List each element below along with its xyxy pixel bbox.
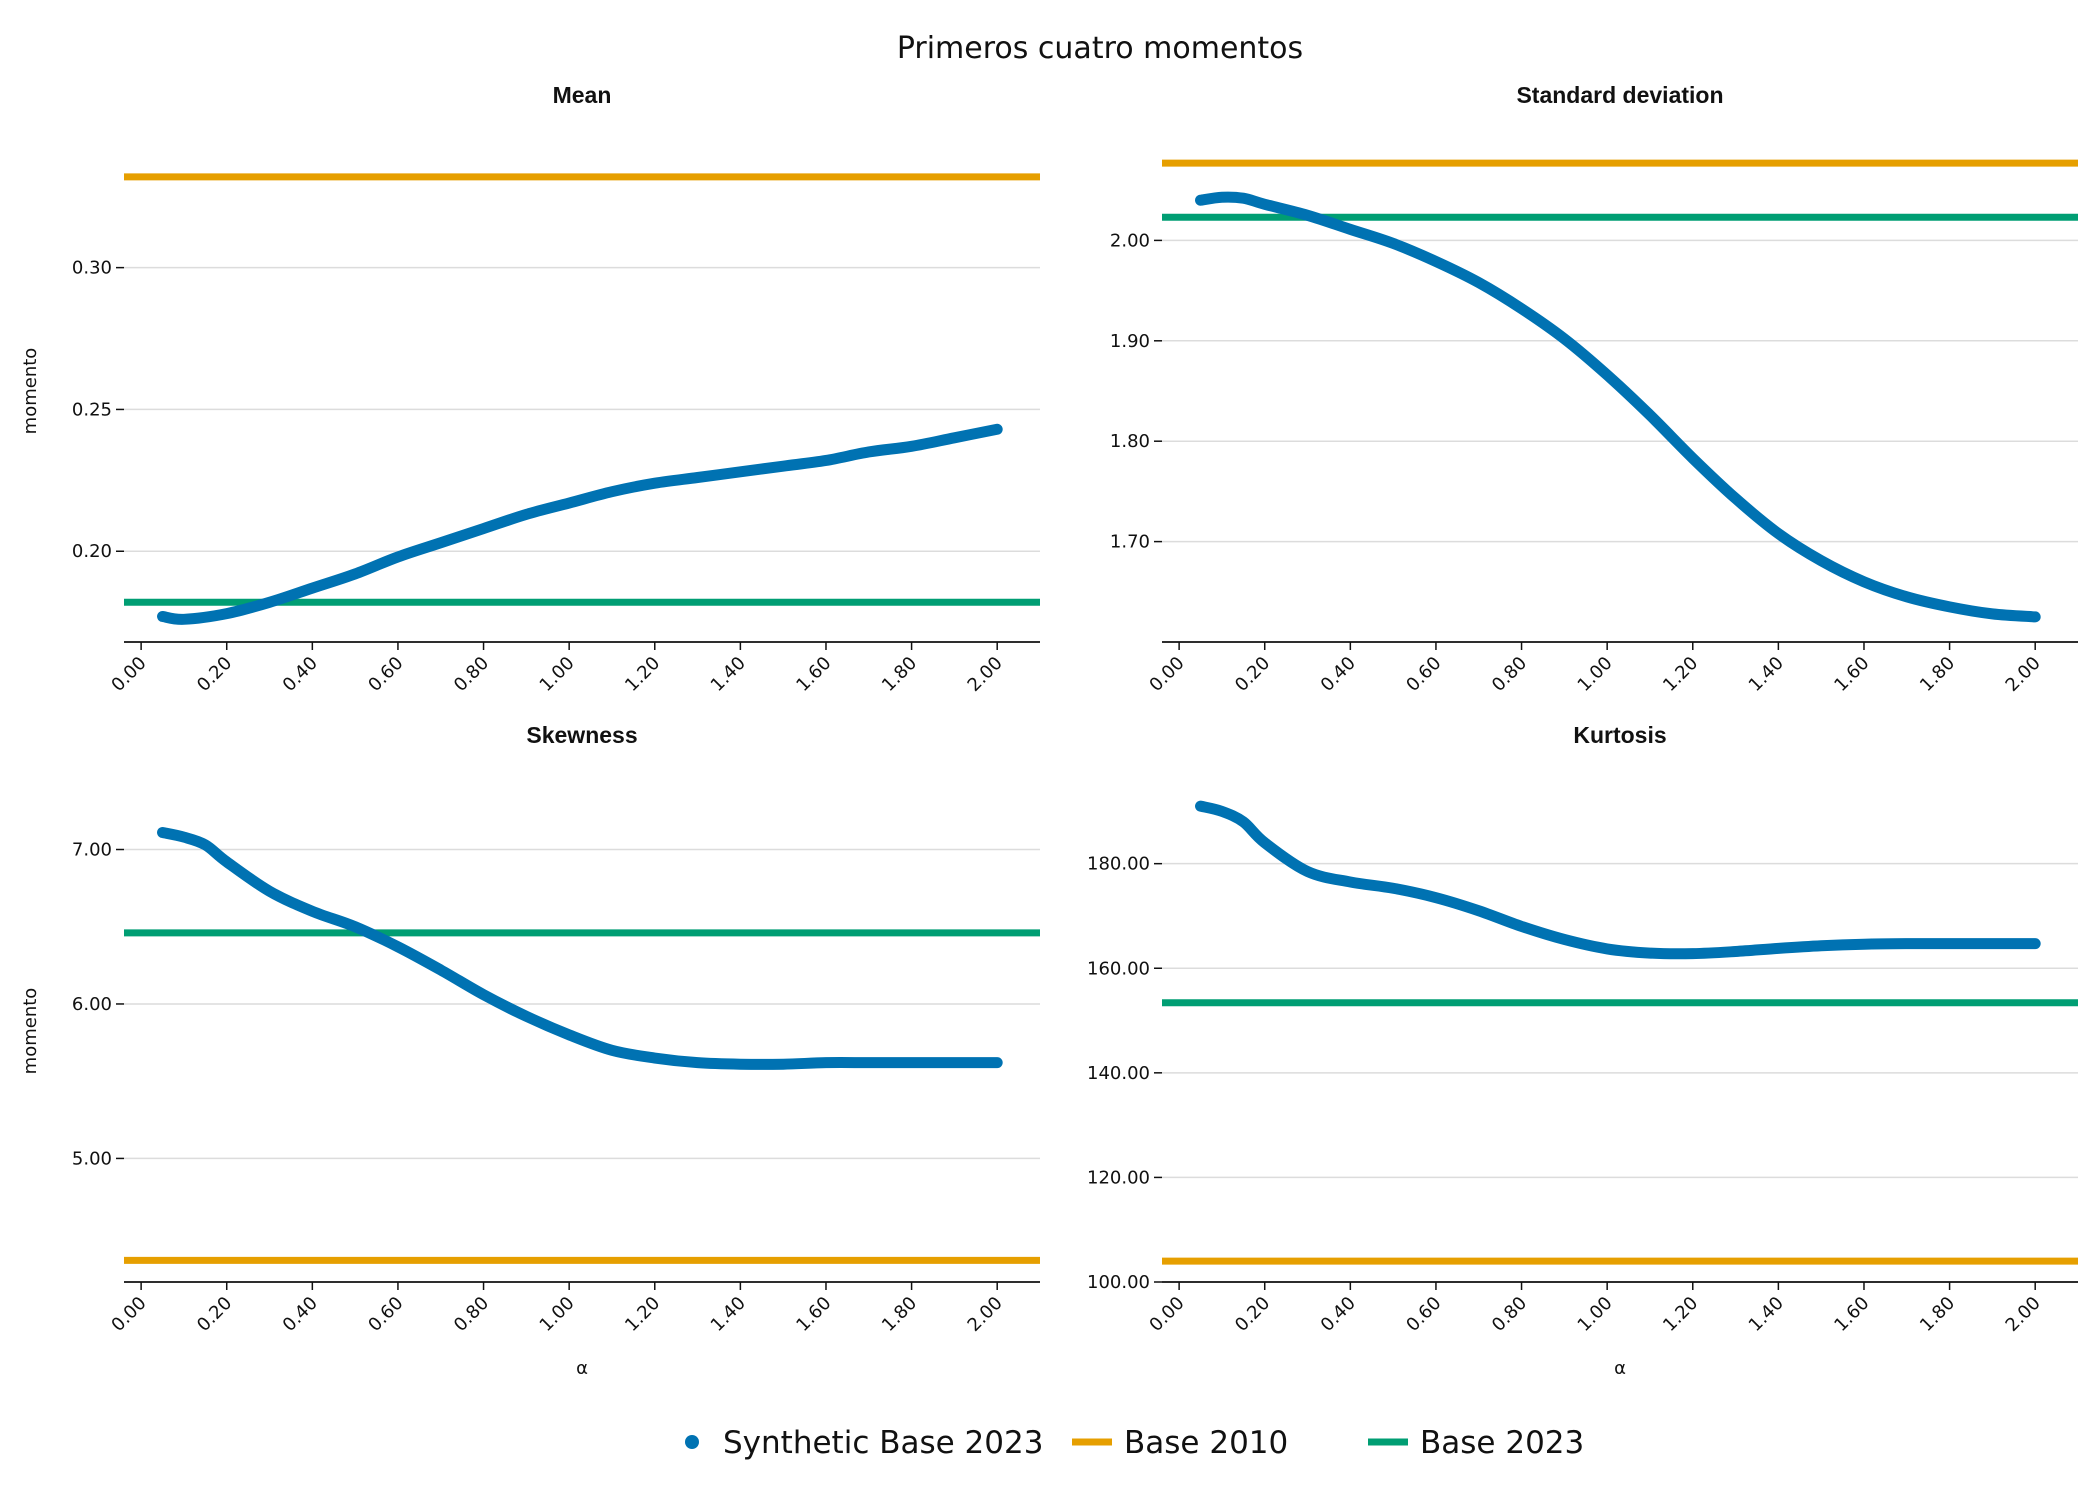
- y-tick-label: 140.00: [1087, 1063, 1150, 1084]
- y-tick-label: 180.00: [1087, 854, 1150, 875]
- y-tick-label: 0.25: [72, 399, 112, 420]
- y-tick-label: 1.80: [1110, 431, 1150, 452]
- x-tick-label: 2.00: [2002, 1293, 2045, 1336]
- x-tick-label: 1.40: [1745, 653, 1788, 696]
- x-tick-label: 0.60: [1402, 1293, 1445, 1336]
- panel-title: Skewness: [526, 722, 637, 748]
- y-tick-label: 1.90: [1110, 331, 1150, 352]
- x-tick-label: 0.20: [193, 653, 236, 696]
- x-tick-label: 1.20: [1659, 653, 1702, 696]
- panel-skewness: Skewness 5.00 6.00 7.00 0.00 0.20 0.40 0.60 0.80…: [20, 722, 1040, 1379]
- legend: Synthetic Base 2023 Base 2010 Base 2023: [685, 1425, 1584, 1461]
- panels: Mean 0.20 0.25 0.30 0.00 0.20 0.40 0.60 0.80 1.00…: [20, 82, 2078, 1379]
- y-tick-label: 160.00: [1087, 958, 1150, 979]
- x-tick-label: 1.00: [536, 653, 579, 696]
- x-tick-label: 0.60: [364, 1293, 407, 1336]
- y-tick-label: 1.70: [1110, 532, 1150, 553]
- x-tick-label: 1.00: [536, 1293, 579, 1336]
- x-tick-label: 0.40: [1317, 1293, 1360, 1336]
- x-tick-label: 0.60: [364, 653, 407, 696]
- x-axis-label: α: [576, 1358, 588, 1379]
- legend-label: Base 2023: [1420, 1425, 1584, 1461]
- y-tick-label: 6.00: [72, 994, 112, 1015]
- x-tick-label: 1.00: [1574, 1293, 1617, 1336]
- legend-marker-dot: [685, 1435, 699, 1449]
- x-axis-label: α: [1614, 1358, 1626, 1379]
- x-tick-label: 0.60: [1402, 653, 1445, 696]
- y-tick-label: 0.20: [72, 541, 112, 562]
- x-tick-label: 0.00: [107, 1293, 150, 1336]
- x-tick-label: 1.80: [1916, 1293, 1959, 1336]
- x-tick-label: 0.00: [1145, 653, 1188, 696]
- panel-mean: Mean 0.20 0.25 0.30 0.00 0.20 0.40 0.60 0.80 1.00…: [20, 82, 1040, 696]
- x-tick-label: 0.40: [279, 1293, 322, 1336]
- y-tick-label: 0.30: [72, 258, 112, 279]
- x-tick-label: 1.80: [1916, 653, 1959, 696]
- x-tick-label: 0.40: [279, 653, 322, 696]
- x-tick-label: 0.80: [1488, 1293, 1531, 1336]
- x-tick-label: 2.00: [964, 1293, 1007, 1336]
- figure-title: Primeros cuatro momentos: [897, 31, 1303, 66]
- series-line-synthetic-base-2023: [157, 827, 1003, 1070]
- x-tick-label: 1.80: [878, 1293, 921, 1336]
- y-tick-label: 100.00: [1087, 1272, 1150, 1293]
- panel-kurtosis: Kurtosis 100.00 120.00 140.00 160.00 180.00 0.…: [1087, 722, 2078, 1379]
- x-tick-label: 0.20: [1231, 1293, 1274, 1336]
- x-tick-label: 0.40: [1317, 653, 1360, 696]
- y-axis-label: momento: [20, 988, 41, 1075]
- x-tick-label: 1.20: [621, 1293, 664, 1336]
- legend-label: Base 2010: [1124, 1425, 1288, 1461]
- series-line-synthetic-base-2023: [157, 423, 1003, 625]
- x-tick-label: 0.00: [1145, 1293, 1188, 1336]
- x-tick-label: 1.60: [792, 1293, 835, 1336]
- x-tick-label: 1.40: [707, 653, 750, 696]
- x-tick-label: 0.80: [1488, 653, 1531, 696]
- x-tick-label: 0.80: [450, 653, 493, 696]
- panel-standard-deviation: Standard deviation 1.70 1.80 1.90 2.00 0.00 0.…: [1110, 82, 2078, 696]
- x-tick-label: 2.00: [2002, 653, 2045, 696]
- panel-title: Standard deviation: [1516, 82, 1723, 108]
- y-tick-label: 120.00: [1087, 1167, 1150, 1188]
- x-tick-label: 1.40: [707, 1293, 750, 1336]
- x-tick-label: 1.20: [621, 653, 664, 696]
- x-tick-label: 1.40: [1745, 1293, 1788, 1336]
- y-tick-label: 2.00: [1110, 230, 1150, 251]
- y-tick-label: 5.00: [72, 1148, 112, 1169]
- x-tick-label: 0.20: [1231, 653, 1274, 696]
- panel-title: Kurtosis: [1573, 722, 1666, 748]
- x-tick-label: 2.00: [964, 653, 1007, 696]
- x-tick-label: 1.60: [792, 653, 835, 696]
- x-tick-label: 1.80: [878, 653, 921, 696]
- series-line-synthetic-base-2023: [1195, 800, 2041, 960]
- x-tick-label: 1.60: [1830, 1293, 1873, 1336]
- x-tick-label: 0.00: [107, 653, 150, 696]
- y-axis-label: momento: [20, 348, 41, 435]
- x-tick-label: 1.60: [1830, 653, 1873, 696]
- y-tick-label: 7.00: [72, 840, 112, 861]
- x-tick-label: 0.20: [193, 1293, 236, 1336]
- legend-label: Synthetic Base 2023: [723, 1425, 1043, 1461]
- x-tick-label: 1.00: [1574, 653, 1617, 696]
- x-tick-label: 1.20: [1659, 1293, 1702, 1336]
- panel-title: Mean: [553, 82, 612, 108]
- x-tick-label: 0.80: [450, 1293, 493, 1336]
- series-line-synthetic-base-2023: [1195, 191, 2041, 623]
